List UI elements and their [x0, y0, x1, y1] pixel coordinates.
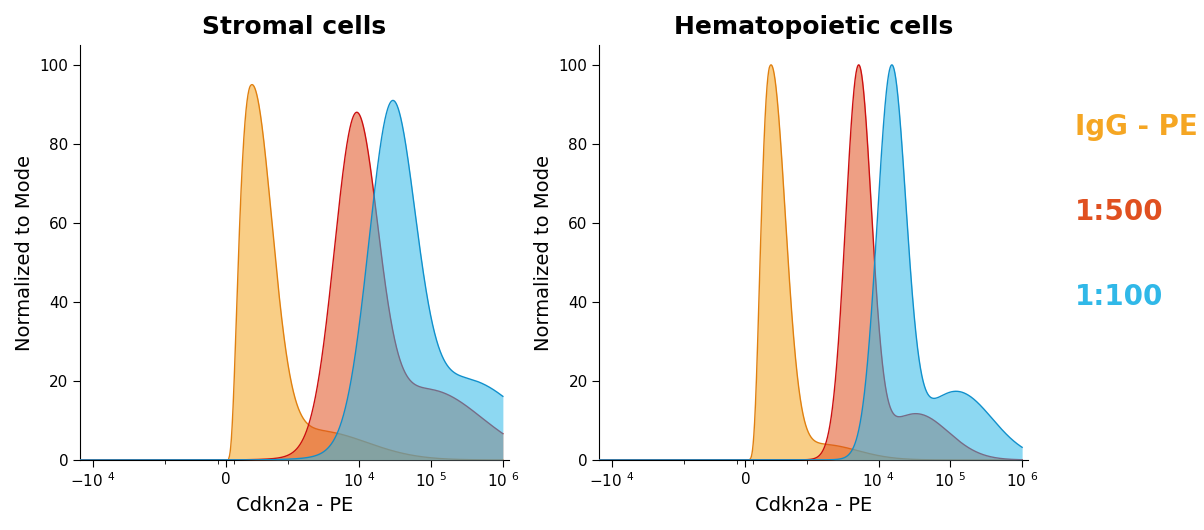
Y-axis label: Normalized to Mode: Normalized to Mode [535, 155, 554, 350]
Text: IgG - PE: IgG - PE [1075, 113, 1198, 141]
Text: 1:100: 1:100 [1075, 283, 1163, 311]
Y-axis label: Normalized to Mode: Normalized to Mode [14, 155, 34, 350]
Title: Stromal cells: Stromal cells [202, 15, 386, 39]
X-axis label: Cdkn2a - PE: Cdkn2a - PE [236, 496, 353, 515]
Title: Hematopoietic cells: Hematopoietic cells [674, 15, 954, 39]
X-axis label: Cdkn2a - PE: Cdkn2a - PE [755, 496, 872, 515]
Text: 1:500: 1:500 [1075, 198, 1164, 226]
